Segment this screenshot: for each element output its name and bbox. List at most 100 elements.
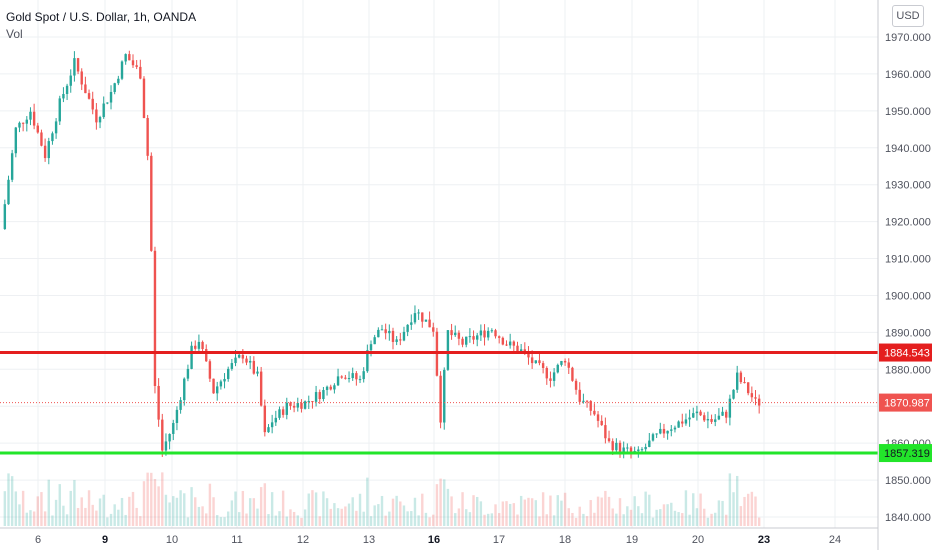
candle-body (725, 411, 728, 418)
candle-body (245, 358, 248, 363)
volume-bar (523, 499, 527, 526)
volume-bar (322, 491, 325, 526)
volume-bar (527, 497, 530, 526)
volume-bar (157, 486, 160, 526)
volume-bar (281, 490, 285, 526)
candle-body (43, 145, 47, 159)
x-tick-label: 17 (493, 534, 505, 546)
volume-bar (197, 506, 201, 526)
volume-bar (585, 516, 589, 526)
volume-bar (673, 510, 677, 526)
volume-bar (54, 499, 58, 526)
candle-body (212, 378, 215, 394)
candle-body (410, 322, 413, 325)
candle-body (541, 363, 545, 368)
volume-bar (296, 515, 299, 526)
candle-body (626, 447, 629, 449)
volume-indicator-label[interactable]: Vol (6, 27, 23, 41)
candle-body (340, 376, 343, 378)
volume-bar (655, 509, 658, 526)
candle-body (234, 357, 237, 364)
volume-bar (384, 515, 387, 526)
volume-bar (29, 510, 32, 526)
candle-body (596, 414, 600, 421)
candle-body (512, 341, 516, 346)
candle-body (479, 330, 483, 336)
candle-body (285, 402, 288, 415)
candle-body (366, 350, 369, 372)
candle-body (362, 371, 365, 380)
volume-bar (626, 506, 629, 526)
volume-bar (14, 491, 18, 526)
volume-bar (36, 496, 39, 526)
candle-body (468, 336, 472, 338)
candle-body (223, 378, 226, 382)
y-tick-label: 1920.000 (885, 217, 931, 229)
volume-bar (421, 493, 424, 526)
volume-bar (541, 492, 545, 526)
volume-bar (666, 504, 669, 526)
candle-body (252, 360, 256, 374)
candle-body (58, 98, 61, 122)
volume-bar (710, 513, 713, 526)
candle-body (32, 111, 36, 126)
candle-body (428, 319, 431, 328)
volume-bar (80, 497, 83, 526)
candle-body (314, 392, 318, 402)
candle-body (589, 400, 592, 411)
candle-body (432, 327, 435, 332)
support-price-tag: 1857.319 (884, 448, 930, 460)
volume-bar (278, 511, 281, 526)
x-tick-label: 19 (626, 534, 638, 546)
volume-bar (252, 498, 256, 526)
candle-body (735, 372, 739, 390)
volume-bar (725, 514, 728, 526)
candle-body (322, 390, 325, 400)
candle-body (728, 398, 732, 418)
candle-body (256, 371, 259, 374)
x-tick-label: 12 (297, 534, 309, 546)
volume-bar (172, 496, 175, 526)
volume-bar (571, 512, 574, 526)
volume-bar (746, 493, 750, 526)
candle-body (424, 319, 428, 322)
volume-bar (757, 517, 761, 526)
volume-bar (43, 511, 47, 526)
volume-bar (677, 512, 680, 526)
x-tick-label: 11 (231, 534, 242, 546)
candle-body (25, 119, 29, 124)
volume-bar (534, 500, 537, 526)
volume-bar (164, 494, 168, 526)
candle-body (746, 382, 750, 394)
y-tick-label: 1970.000 (885, 32, 931, 44)
currency-button[interactable]: USD (892, 5, 924, 27)
candle-body (743, 382, 746, 384)
volume-bar (340, 508, 343, 526)
candle-body (172, 423, 175, 434)
candle-body (563, 360, 567, 363)
volume-bar (219, 517, 223, 526)
y-tick-label: 1930.000 (885, 180, 931, 192)
candle-body (157, 385, 160, 420)
volume-bar (263, 483, 267, 526)
x-tick-label: 20 (692, 534, 704, 546)
candle-body (549, 378, 552, 381)
volume-bar (87, 490, 91, 526)
x-tick-label: 24 (829, 534, 841, 546)
candle-body (87, 93, 91, 99)
candle-body (710, 419, 713, 422)
candle-body (721, 411, 724, 416)
y-tick-label: 1850.000 (885, 475, 931, 487)
volume-bar (183, 493, 186, 526)
volume-bar (10, 476, 14, 526)
volume-bar (644, 491, 647, 526)
candle-body (278, 409, 281, 418)
volume-bar (241, 490, 245, 526)
volume-bar (483, 514, 486, 526)
candle-body (336, 376, 340, 386)
candle-body (739, 372, 743, 383)
volume-bar (596, 496, 600, 526)
volume-bar (300, 517, 303, 526)
candle-body (131, 60, 135, 66)
